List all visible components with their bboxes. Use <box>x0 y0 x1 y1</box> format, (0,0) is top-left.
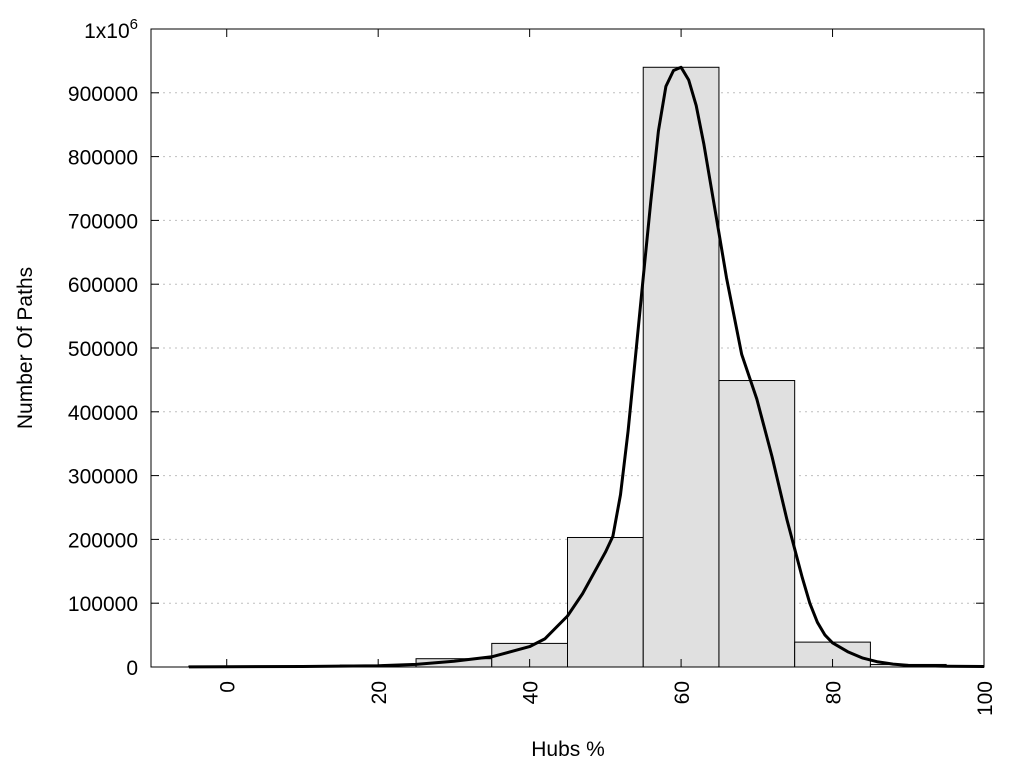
y-tick-label: 100000 <box>68 593 138 616</box>
x-tick-label: 80 <box>823 681 846 704</box>
histogram-bar <box>718 380 796 668</box>
x-axis-title: Hubs % <box>531 738 605 761</box>
x-axis-ticks: 0 20 40 60 80 100 <box>217 29 997 716</box>
histogram-bar <box>567 536 644 668</box>
y-axis-title: Number Of Paths <box>14 267 37 429</box>
fitted-curve <box>188 65 985 669</box>
y-tick-label: 300000 <box>68 466 138 489</box>
y-tick-label: 600000 <box>68 274 138 297</box>
x-tick-label: 40 <box>520 681 543 704</box>
x-tick-label: 100 <box>974 681 997 716</box>
y-tick-label: 0 <box>126 657 138 680</box>
histogram-bars <box>188 66 947 668</box>
y-tick-label: 500000 <box>68 338 138 361</box>
x-tick-label: 20 <box>368 681 391 704</box>
y-tick-label-top: 1x106 <box>84 16 138 43</box>
y-axis-ticks: 0 100000 200000 300000 400000 500000 600000 700… <box>68 28 984 680</box>
y-tick-label: 900000 <box>68 83 138 106</box>
grid-lines <box>151 92 984 604</box>
y-tick-label: 400000 <box>68 402 138 425</box>
x-tick-label: 60 <box>671 681 694 704</box>
y-tick-label: 200000 <box>68 529 138 552</box>
y-tick-label: 800000 <box>68 147 138 170</box>
x-tick-label: 0 <box>217 681 240 693</box>
y-tick-label: 700000 <box>68 210 138 233</box>
